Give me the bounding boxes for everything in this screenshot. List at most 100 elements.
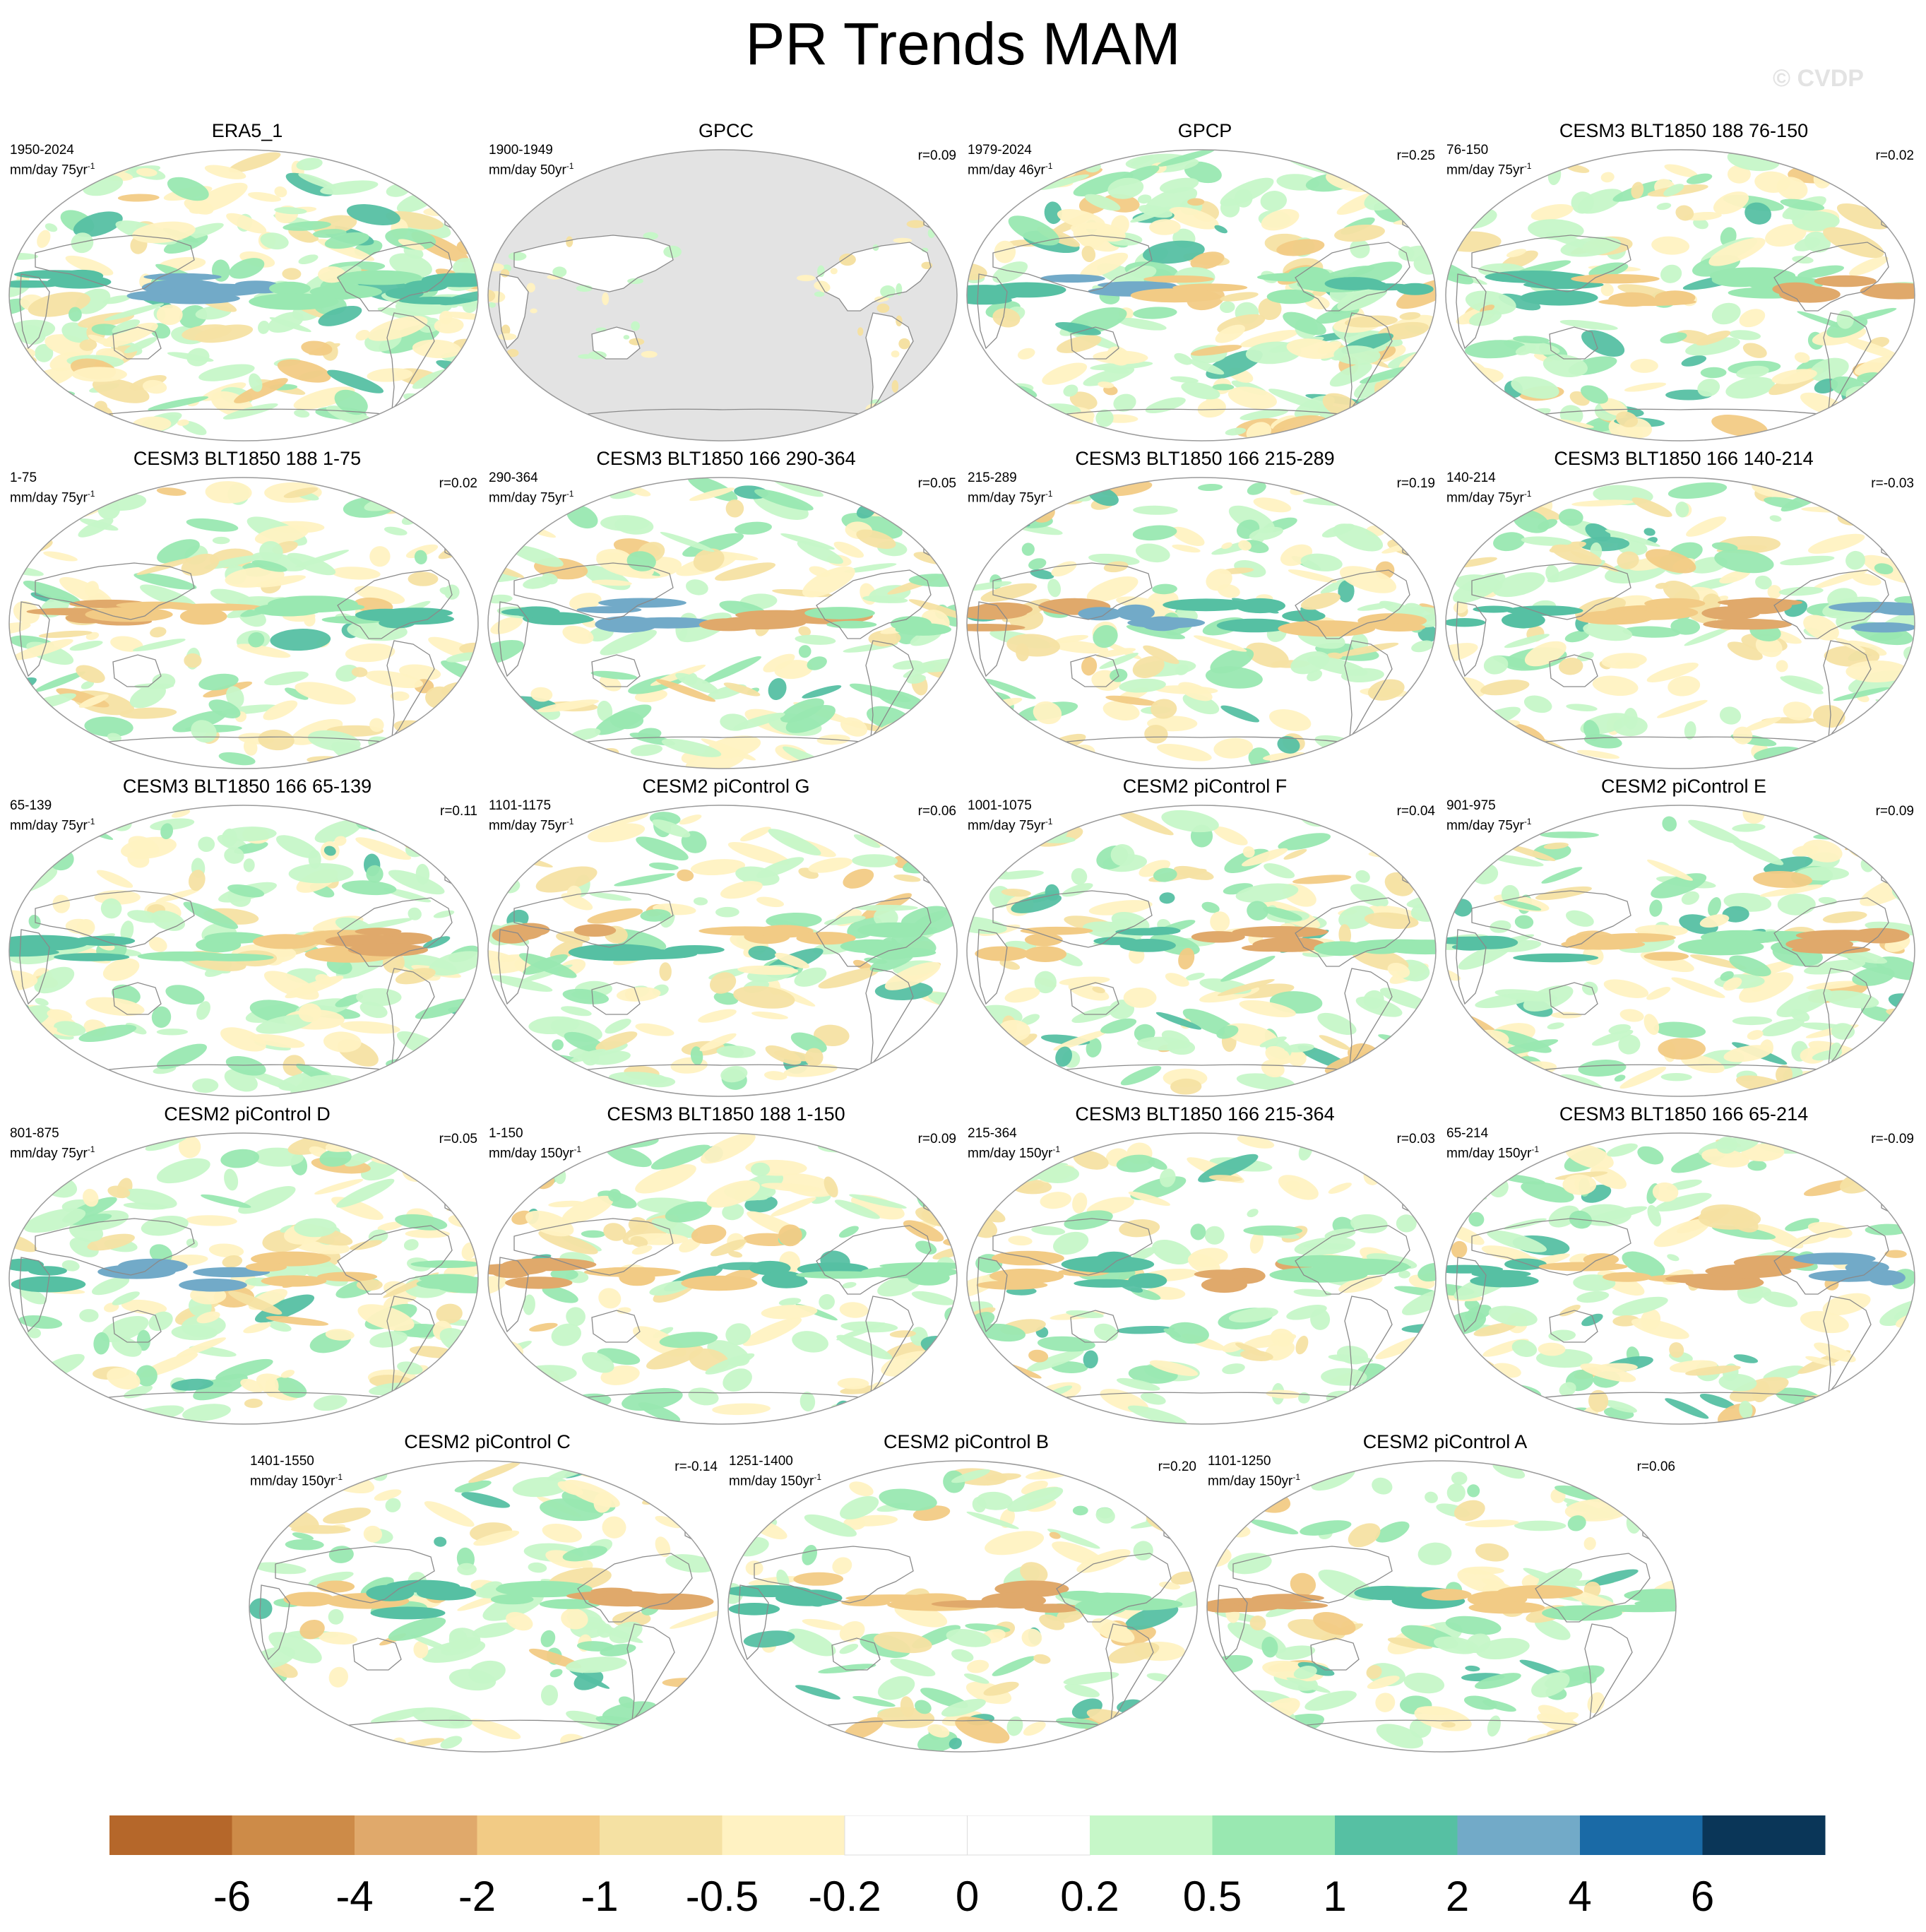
trend-patch xyxy=(617,1307,631,1314)
trend-patch xyxy=(949,1738,962,1750)
trend-map xyxy=(487,149,958,441)
trend-patch xyxy=(798,626,812,636)
trend-patch xyxy=(591,579,632,586)
coastline xyxy=(70,1064,424,1075)
equatorial-trend-band xyxy=(1061,1256,1155,1273)
trend-patch xyxy=(298,1003,322,1023)
equatorial-trend-band xyxy=(1314,941,1367,956)
trend-patch xyxy=(1688,819,1742,844)
coastline xyxy=(1506,736,1861,747)
trend-patch xyxy=(814,291,825,297)
trend-patch xyxy=(1092,986,1105,994)
trend-patch xyxy=(1615,411,1639,427)
colorbar-tick-label: 1 xyxy=(1323,1873,1346,1920)
trend-patch xyxy=(1485,410,1507,426)
trend-patch xyxy=(1474,1388,1513,1402)
trend-patch xyxy=(1278,1175,1319,1200)
trend-patch xyxy=(238,1186,296,1214)
trend-patch xyxy=(497,1363,518,1371)
trend-patch xyxy=(254,525,309,545)
trend-patch xyxy=(498,333,517,340)
trend-patch xyxy=(196,1001,210,1020)
trend-patch xyxy=(636,836,689,861)
trend-patch xyxy=(1686,516,1727,537)
trend-patch xyxy=(461,1492,511,1508)
trend-patch xyxy=(587,482,602,494)
trend-patch xyxy=(68,307,82,322)
trend-patch xyxy=(1170,1078,1202,1095)
trend-patch xyxy=(690,859,746,876)
colorbar-tick-label: 2 xyxy=(1446,1873,1469,1920)
trend-patch xyxy=(92,1276,130,1296)
equatorial-trend-band xyxy=(421,273,478,288)
trend-patch xyxy=(9,252,38,260)
trend-patch xyxy=(1780,555,1835,566)
trend-patch xyxy=(1603,979,1649,998)
trend-patch xyxy=(1467,1484,1480,1498)
trend-patch xyxy=(599,675,622,692)
trend-patch xyxy=(1088,900,1153,915)
trend-patch xyxy=(562,988,609,1004)
equatorial-trend-band xyxy=(1201,1277,1247,1293)
panel-units-text: mm/day 75yr xyxy=(968,818,1045,834)
trend-patch xyxy=(220,1149,260,1168)
trend-patch xyxy=(367,316,428,341)
trend-patch xyxy=(648,862,679,871)
trend-patch xyxy=(924,501,949,520)
trend-patch xyxy=(1482,1700,1516,1712)
equatorial-trend-band xyxy=(385,288,424,300)
trend-patch xyxy=(1033,701,1062,725)
trend-patch xyxy=(472,1622,517,1638)
trend-patch xyxy=(102,295,131,304)
trend-patch xyxy=(985,679,1036,699)
equatorial-trend-band xyxy=(366,1584,415,1601)
trend-patch xyxy=(646,1345,703,1370)
trend-patch xyxy=(967,723,977,744)
trend-patch xyxy=(397,1361,423,1375)
watermark-text: © CVDP xyxy=(1773,65,1864,92)
trend-patch xyxy=(1778,586,1824,596)
trend-patch xyxy=(448,1629,468,1650)
trend-patch xyxy=(182,324,232,341)
trend-patch xyxy=(1021,1480,1048,1495)
trend-patch xyxy=(1657,699,1708,718)
coastline xyxy=(977,273,1008,350)
coastline xyxy=(977,1257,1008,1333)
panel-period: 215-289 xyxy=(968,470,1017,485)
trend-patch xyxy=(18,1315,63,1329)
panel-title: CESM2 piControl B xyxy=(883,1431,1050,1452)
trend-patch xyxy=(100,898,122,919)
trend-patch xyxy=(504,1409,533,1421)
trend-patch xyxy=(243,858,255,872)
trend-patch xyxy=(1513,336,1550,344)
trend-patch xyxy=(631,321,641,331)
trend-patch xyxy=(1708,237,1766,266)
coastline xyxy=(549,1392,903,1403)
trend-patch xyxy=(1725,377,1775,399)
trend-patch xyxy=(1363,990,1384,1009)
trend-patch xyxy=(1261,1636,1278,1658)
trend-patch xyxy=(907,1055,957,1074)
trend-patch xyxy=(972,1496,987,1513)
coastline xyxy=(992,1218,1153,1276)
equatorial-trend-band xyxy=(796,932,856,945)
trend-patch xyxy=(1664,164,1698,177)
trend-patch xyxy=(367,368,413,382)
trend-patch xyxy=(728,1729,766,1750)
trend-patch xyxy=(1829,492,1844,501)
trend-patch xyxy=(277,359,331,383)
trend-patch xyxy=(1064,1683,1100,1697)
trend-patch xyxy=(415,998,475,1019)
trend-patch xyxy=(1514,1520,1567,1531)
trend-patch xyxy=(504,737,564,760)
trend-patch xyxy=(1446,1483,1466,1503)
colorbar-tick-label: 6 xyxy=(1691,1873,1714,1920)
trend-patch xyxy=(1755,575,1772,590)
trend-patch xyxy=(1124,265,1157,281)
units-exponent: -1 xyxy=(1523,161,1532,171)
trend-patch xyxy=(967,710,1016,737)
trend-patch xyxy=(980,1323,1026,1342)
equatorial-trend-band xyxy=(1471,1269,1531,1278)
units-exponent: -1 xyxy=(814,1472,822,1482)
panel-title: CESM3 BLT1850 166 65-139 xyxy=(122,776,372,797)
